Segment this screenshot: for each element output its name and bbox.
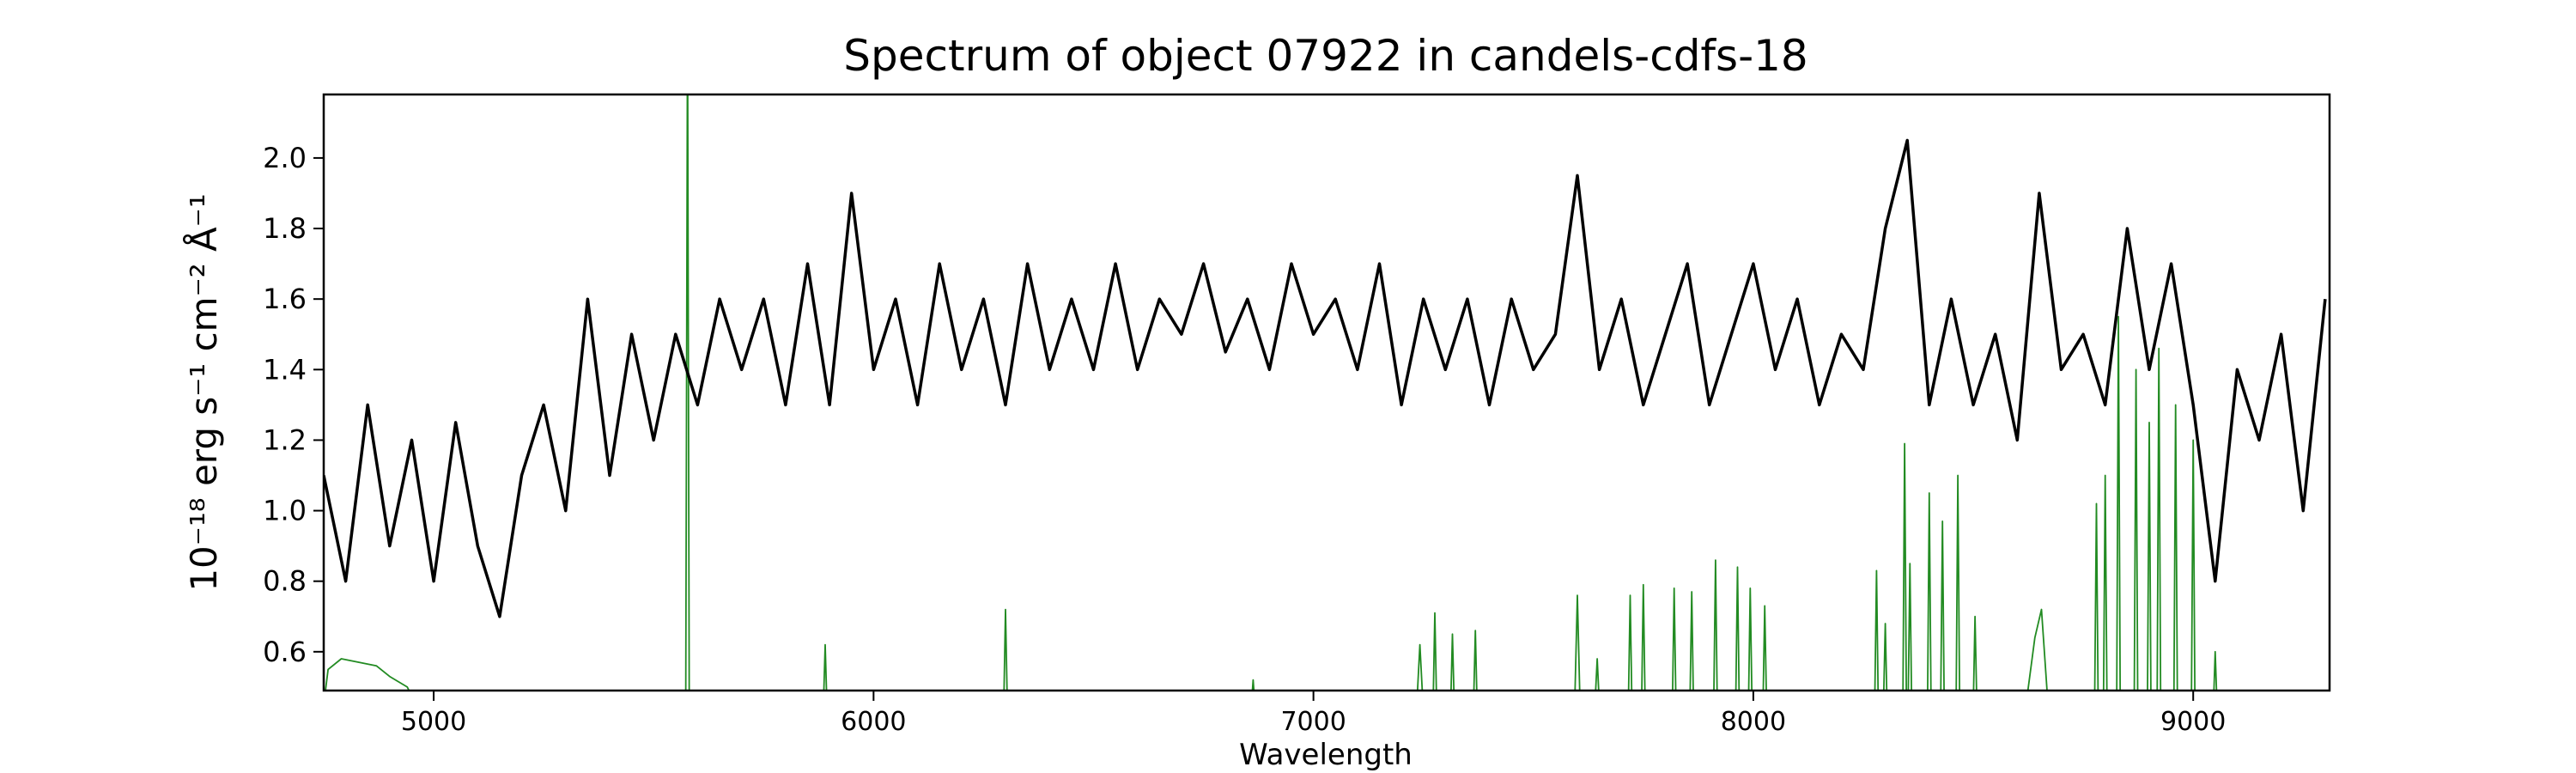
chart-title: Spectrum of object 07922 in candels-cdfs…	[843, 31, 1808, 81]
spectrum-line	[324, 138, 2327, 618]
y-tick-label: 0.8	[263, 565, 307, 598]
y-tick-label: 1.4	[263, 353, 307, 386]
x-tick-label: 5000	[401, 707, 466, 737]
y-axis-label: 10⁻¹⁸ erg s⁻¹ cm⁻² Å⁻¹	[182, 193, 225, 591]
spectrum-line	[325, 94, 2218, 691]
y-tick-label: 1.2	[263, 423, 307, 456]
y-tick-label: 1.0	[263, 495, 307, 527]
plot-frame	[322, 93, 2331, 692]
y-tick-label: 0.6	[263, 636, 307, 668]
y-tick-label: 2.0	[263, 142, 307, 174]
y-tick-label: 1.6	[263, 283, 307, 315]
y-tick-label: 1.8	[263, 212, 307, 245]
x-tick-label: 6000	[841, 707, 906, 737]
x-axis-label: Wavelength	[1239, 738, 1413, 772]
plot-area	[324, 94, 2327, 691]
x-tick-label: 8000	[1721, 707, 1786, 737]
x-tick-label: 9000	[2160, 707, 2226, 737]
x-tick-label: 7000	[1280, 707, 1346, 737]
